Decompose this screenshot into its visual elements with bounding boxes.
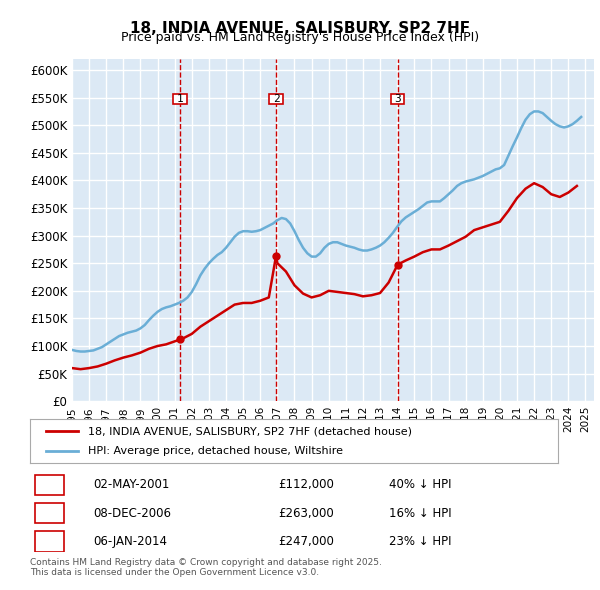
Text: 40% ↓ HPI: 40% ↓ HPI (389, 478, 452, 491)
Text: 3: 3 (394, 94, 401, 104)
Text: 18, INDIA AVENUE, SALISBURY, SP2 7HF: 18, INDIA AVENUE, SALISBURY, SP2 7HF (130, 21, 470, 35)
FancyBboxPatch shape (35, 474, 64, 495)
Text: This data is licensed under the Open Government Licence v3.0.: This data is licensed under the Open Gov… (30, 568, 319, 576)
FancyBboxPatch shape (173, 94, 187, 104)
Text: 1: 1 (177, 94, 184, 104)
Text: HPI: Average price, detached house, Wiltshire: HPI: Average price, detached house, Wilt… (88, 446, 343, 455)
Text: £247,000: £247,000 (278, 535, 334, 548)
Text: 18, INDIA AVENUE, SALISBURY, SP2 7HF (detached house): 18, INDIA AVENUE, SALISBURY, SP2 7HF (de… (88, 427, 412, 436)
Text: 16% ↓ HPI: 16% ↓ HPI (389, 507, 452, 520)
FancyBboxPatch shape (269, 94, 283, 104)
Text: 06-JAN-2014: 06-JAN-2014 (94, 535, 167, 548)
Text: 2: 2 (46, 508, 53, 518)
FancyBboxPatch shape (35, 503, 64, 523)
Text: 2: 2 (272, 94, 280, 104)
Text: Contains HM Land Registry data © Crown copyright and database right 2025.: Contains HM Land Registry data © Crown c… (30, 558, 382, 566)
Text: 1: 1 (46, 480, 53, 490)
Text: 02-MAY-2001: 02-MAY-2001 (94, 478, 170, 491)
FancyBboxPatch shape (391, 94, 404, 104)
Text: Price paid vs. HM Land Registry's House Price Index (HPI): Price paid vs. HM Land Registry's House … (121, 31, 479, 44)
Text: 3: 3 (46, 536, 53, 546)
Text: £112,000: £112,000 (278, 478, 334, 491)
Text: 08-DEC-2006: 08-DEC-2006 (94, 507, 172, 520)
FancyBboxPatch shape (35, 531, 64, 552)
Text: £263,000: £263,000 (278, 507, 334, 520)
Text: 23% ↓ HPI: 23% ↓ HPI (389, 535, 452, 548)
